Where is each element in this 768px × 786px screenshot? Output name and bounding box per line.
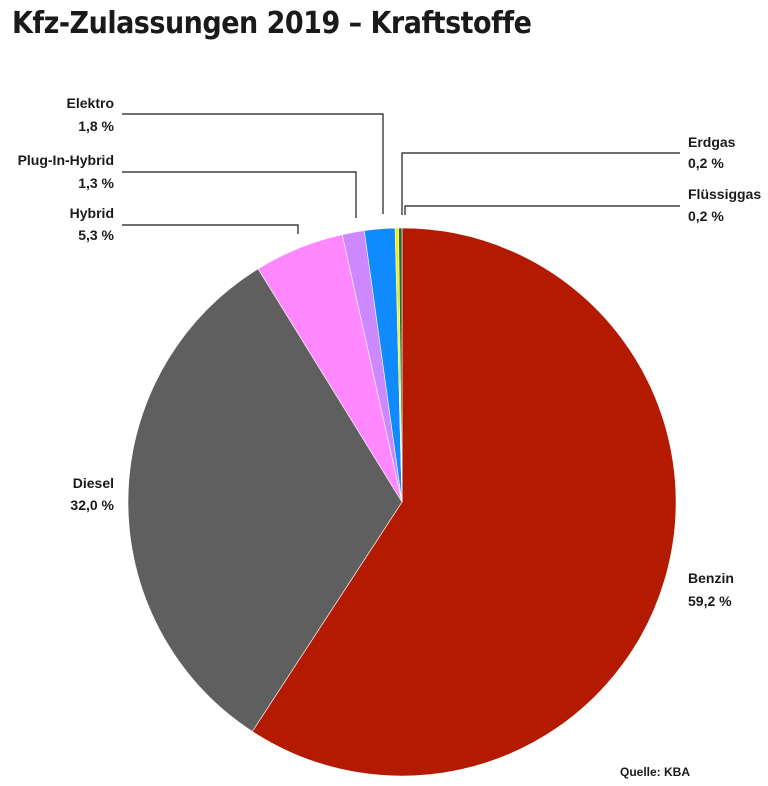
source-label: Quelle: KBA: [620, 765, 690, 779]
slice-label-diesel: Diesel: [73, 475, 114, 491]
slice-value-plug-in-hybrid: 1,3 %: [78, 175, 114, 191]
leader-line-elektro: [122, 113, 384, 214]
slice-label-fl-ssiggas: Flüssiggas: [688, 186, 761, 202]
slice-label-benzin: Benzin: [688, 570, 734, 586]
slice-label-erdgas: Erdgas: [688, 134, 736, 150]
leader-line-plug-in-hybrid: [122, 171, 357, 218]
leader-line-erdgas: [401, 152, 680, 215]
pie-slice-benzin: [251, 227, 677, 777]
chart-title: Kfz-Zulassungen 2019 – Kraftstoffe: [12, 6, 532, 41]
slice-value-erdgas: 0,2 %: [688, 155, 724, 171]
pie-slice-diesel: [127, 268, 403, 732]
slice-value-benzin: 59,2 %: [688, 593, 732, 609]
leader-line-fl-ssiggas: [404, 205, 680, 215]
slice-value-hybrid: 5,3 %: [78, 227, 114, 243]
slice-label-hybrid: Hybrid: [70, 205, 114, 221]
pie-slice-fl-ssiggas: [398, 227, 403, 503]
slice-value-diesel: 32,0 %: [70, 497, 114, 513]
slice-value-elektro: 1,8 %: [78, 118, 114, 134]
slice-label-elektro: Elektro: [67, 95, 114, 111]
slice-label-plug-in-hybrid: Plug-In-Hybrid: [18, 152, 114, 168]
leader-line-hybrid: [122, 224, 299, 234]
slice-value-fl-ssiggas: 0,2 %: [688, 208, 724, 224]
